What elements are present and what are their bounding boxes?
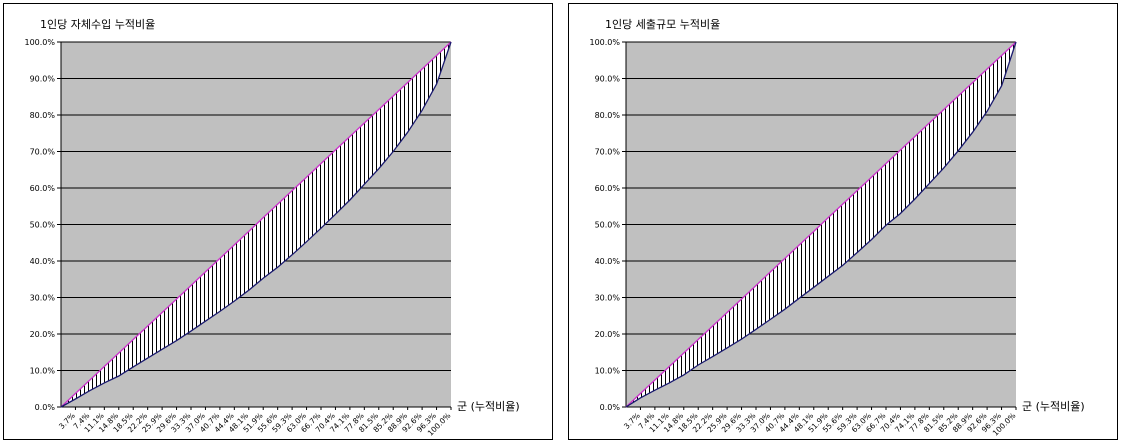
y-tick-label: 80.0%: [30, 111, 56, 120]
chart-title: 1인당 자체수입 누적비율: [40, 18, 156, 31]
chart-panel-self-revenue: 1인당 자체수입 누적비율 0.0% 10.0% 20.0% 30.0% 40.0% 50…: [3, 3, 553, 440]
y-tick-label: 40.0%: [595, 257, 621, 266]
y-tick-label: 10.0%: [595, 367, 621, 376]
y-tick-label: 30.0%: [30, 294, 56, 303]
y-tick-label: 20.0%: [595, 330, 621, 339]
x-axis-label: 군 (누적비율): [457, 400, 520, 413]
y-tick-label: 0.0%: [35, 403, 56, 412]
series-line-cumulative: [625, 41, 1017, 408]
series-line-equality: [60, 41, 452, 408]
y-tick-label: 0.0%: [600, 403, 621, 412]
chart-panel-expenditure: 1인당 세출규모 누적비율 0.0% 10.0% 20.0% 30.0% 40.0% 50…: [568, 3, 1118, 440]
series-line-cumulative: [60, 41, 452, 408]
y-tick-label: 50.0%: [595, 221, 621, 230]
y-tick-label: 10.0%: [30, 367, 56, 376]
y-tick-label: 40.0%: [30, 257, 56, 266]
y-tick-label: 60.0%: [595, 184, 621, 193]
x-axis-label: 군 (누적비율): [1022, 400, 1085, 413]
series-line-equality: [625, 41, 1017, 408]
y-tick-label: 90.0%: [595, 75, 621, 84]
y-tick-label: 100.0%: [589, 38, 620, 47]
y-tick-label: 20.0%: [30, 330, 56, 339]
y-tick-label: 70.0%: [30, 148, 56, 157]
y-tick-label: 100.0%: [24, 38, 55, 47]
y-tick-label: 70.0%: [595, 148, 621, 157]
y-tick-label: 30.0%: [595, 294, 621, 303]
y-tick-label: 50.0%: [30, 221, 56, 230]
y-tick-label: 80.0%: [595, 111, 621, 120]
chart-title: 1인당 세출규모 누적비율: [605, 18, 721, 31]
y-tick-label: 90.0%: [30, 75, 56, 84]
y-tick-label: 60.0%: [30, 184, 56, 193]
chart-plot: 0.0% 10.0% 20.0% 30.0% 40.0% 50.0% 60.0% 70.0% 8…: [24, 38, 452, 438]
chart-plot: 0.0% 10.0% 20.0% 30.0% 40.0% 50.0% 60.0% 70.0% 8…: [589, 38, 1017, 438]
